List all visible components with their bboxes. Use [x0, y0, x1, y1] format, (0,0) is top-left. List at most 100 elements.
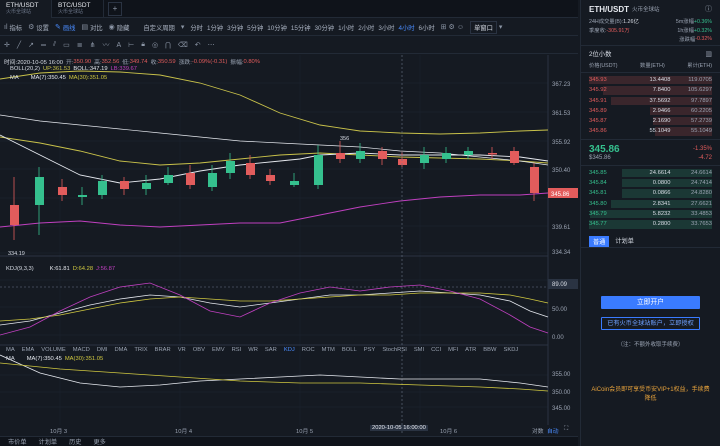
book-row[interactable]: 345.89 2.9466 60.2205 — [589, 106, 712, 116]
eye-tool-icon[interactable]: ◎ — [151, 42, 159, 49]
period-1[interactable]: 1分钟 — [206, 24, 224, 32]
indicator-wr[interactable]: WR — [248, 347, 258, 353]
indicator-kdj[interactable]: KDJ — [283, 347, 295, 353]
bottom-tab[interactable]: 更多 — [93, 439, 106, 446]
indicator-mfi[interactable]: MFI — [448, 347, 459, 353]
ray-tool-icon[interactable]: ↗ — [28, 42, 34, 49]
indicator-mtm[interactable]: MTM — [321, 347, 335, 353]
book-row[interactable]: 345.87 2.1690 57.2739 — [589, 116, 712, 126]
kdj-name[interactable]: KDJ(9,3,3) — [6, 266, 34, 272]
hide-button[interactable]: 隐藏 — [116, 24, 130, 32]
period-8[interactable]: 2小时 — [358, 24, 375, 32]
period-7[interactable]: 1小时 — [338, 24, 355, 32]
period-5[interactable]: 15分钟 — [290, 24, 311, 32]
period-10[interactable]: 4小时 — [398, 24, 415, 32]
book-view-icon[interactable]: ▥ — [705, 50, 712, 58]
book-row[interactable]: 345.91 37.5692 97.7897 — [589, 96, 712, 106]
crosshair-icon[interactable]: ✛ — [4, 42, 10, 49]
compare-button[interactable]: 对比 — [90, 24, 103, 32]
log-toggle[interactable]: 对数 — [532, 429, 544, 435]
open-account-button[interactable]: 立即开户 — [601, 295, 700, 309]
indicator-ma[interactable]: MA — [6, 347, 15, 353]
info-icon[interactable]: ⓘ — [705, 6, 712, 13]
tab-eth-usdt[interactable]: ETH/USDT 火币全球站 — [0, 0, 52, 18]
settings-button[interactable]: 设置 — [36, 24, 49, 32]
bottom-tab[interactable]: 历史 — [69, 439, 82, 446]
bottom-tab[interactable]: 市价单 — [8, 439, 27, 446]
indicator-button[interactable]: 指标 — [9, 24, 23, 32]
book-row[interactable]: 345.79 5.8232 33.4853 — [589, 209, 712, 219]
line-tool-icon[interactable]: ╱ — [16, 42, 22, 49]
tab-normal[interactable]: 普通 — [589, 235, 610, 247]
tab-plan[interactable]: 计划单 — [615, 237, 634, 245]
period-2[interactable]: 3分钟 — [227, 24, 244, 32]
custom-period-button[interactable]: 自定义周期 — [143, 24, 175, 32]
indicator-brar[interactable]: BRAR — [154, 347, 171, 353]
book-row[interactable]: 345.92 7.8400 105.6297 — [589, 85, 712, 95]
pitchfork-tool-icon[interactable]: ⋔ — [89, 42, 96, 49]
indicator-vr[interactable]: VR — [177, 347, 186, 353]
indicator-obv[interactable]: OBV — [192, 347, 205, 353]
bottom-tab[interactable]: 计划单 — [38, 439, 58, 446]
period-0[interactable]: 分时 — [190, 24, 203, 32]
indicator-trix[interactable]: TRIX — [134, 347, 148, 353]
indicator-sar[interactable]: SAR — [264, 347, 277, 353]
draw-button[interactable]: 画线 — [62, 24, 76, 32]
more-icon[interactable]: ⋯ — [207, 42, 215, 49]
indicator-atr[interactable]: ATR — [465, 347, 477, 353]
book-row[interactable]: 345.81 0.0866 24.8280 — [589, 188, 712, 198]
ruler-tool-icon[interactable]: ⊢ — [128, 42, 135, 49]
indicator-roc[interactable]: ROC — [301, 347, 315, 353]
candlestick-chart[interactable]: 367.23 361.53 355.92 350.40 345.86 339.6… — [0, 55, 578, 435]
delete-icon[interactable]: ⌫ — [177, 42, 188, 49]
indicator-macd[interactable]: MACD — [72, 347, 90, 353]
indicator-smi[interactable]: SMI — [413, 347, 425, 353]
period-9[interactable]: 3小时 — [378, 24, 395, 32]
indicator-stochrsi[interactable]: StochRSI — [382, 347, 407, 353]
period-6[interactable]: 30分钟 — [314, 24, 335, 32]
chart-settings-icon[interactable]: ⚙ — [448, 24, 455, 31]
authorize-button[interactable]: 已有火币全球站账户，立即授权 — [601, 316, 700, 330]
book-row[interactable]: 345.77 0.2800 33.7653 — [589, 219, 712, 229]
indicator-volume[interactable]: VOLUME — [41, 347, 66, 353]
add-tab-button[interactable]: + — [108, 1, 122, 16]
promo-text[interactable]: AiCoin会员即可享受币安VIP+1权益，手续费降低 — [591, 386, 710, 402]
layout-select[interactable]: 单窗口 — [469, 20, 497, 34]
indicator-rsi[interactable]: RSI — [231, 347, 242, 353]
magnet-icon[interactable]: ⋂ — [165, 42, 171, 49]
indicator-boll[interactable]: BOLL — [341, 347, 357, 353]
book-row[interactable]: 345.80 2.8341 27.6621 — [589, 199, 712, 209]
fullscreen-icon[interactable]: ⛶ — [564, 426, 569, 432]
grid-icon[interactable]: ⊞ — [440, 24, 447, 31]
indicator-emv[interactable]: EMV — [212, 347, 225, 353]
lock-icon[interactable]: 🔒︎ — [141, 41, 145, 48]
channel-tool-icon[interactable]: ⫽ — [52, 41, 57, 48]
auto-toggle[interactable]: 自动 — [547, 429, 559, 435]
indicator-dmi[interactable]: DMI — [96, 347, 108, 353]
indicator-dma[interactable]: DMA — [114, 347, 128, 353]
ma2-name[interactable]: MA — [6, 356, 15, 362]
decimals-select[interactable]: 2位小数 — [589, 51, 612, 58]
undo-icon[interactable]: ↶ — [194, 42, 201, 49]
tab-btc-usdt[interactable]: BTC/USDT 火币全球站 — [52, 0, 104, 18]
period-11[interactable]: 6小时 — [418, 24, 435, 32]
book-row[interactable]: 345.86 55.1049 55.1049 — [589, 126, 712, 136]
book-row[interactable]: 345.84 0.0800 24.7414 — [589, 178, 712, 188]
rect-tool-icon[interactable]: ▭ — [63, 42, 70, 49]
period-4[interactable]: 10分钟 — [267, 24, 287, 32]
wave-tool-icon[interactable]: 〰 — [102, 42, 110, 49]
indicator-skdj[interactable]: SKDJ — [503, 347, 519, 353]
book-row[interactable]: 345.85 24.6614 24.6614 — [589, 168, 712, 178]
indicator-cci[interactable]: CCI — [431, 347, 442, 353]
text-tool-icon[interactable]: A — [116, 41, 122, 49]
ma-name[interactable]: MA — [10, 75, 19, 81]
user-icon[interactable]: ☺ — [456, 23, 464, 31]
indicator-ema[interactable]: EMA — [21, 347, 35, 353]
period-3[interactable]: 5分钟 — [247, 24, 264, 32]
book-row[interactable]: 345.93 13.4408 119.0705 — [589, 75, 712, 85]
indicator-bbw[interactable]: BBW — [483, 347, 497, 353]
boll-name[interactable]: BOLL(20,2) — [10, 66, 40, 72]
fib-tool-icon[interactable]: ≣ — [76, 42, 83, 49]
hline-tool-icon[interactable]: ═ — [40, 41, 46, 49]
indicator-psy[interactable]: PSY — [363, 347, 376, 353]
